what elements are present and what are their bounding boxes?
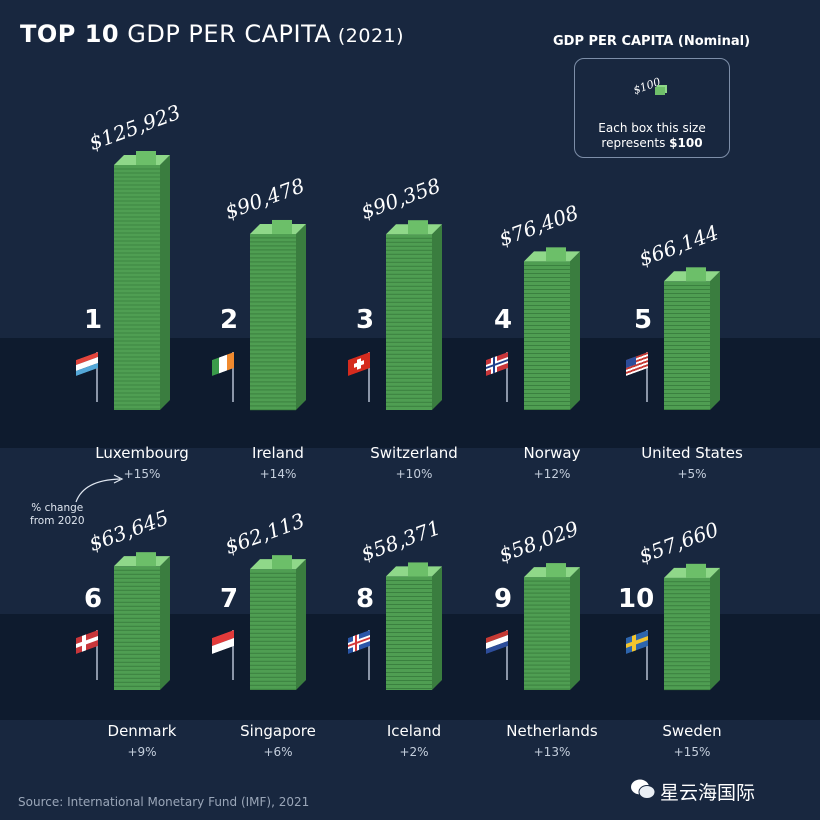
tower-step — [408, 220, 428, 235]
legend-heading: GDP PER CAPITA (Nominal) — [553, 34, 751, 49]
tower-step — [272, 219, 292, 234]
tower-step — [686, 563, 706, 578]
tower-6 — [114, 552, 170, 690]
flag-pole-5 — [646, 352, 648, 402]
rank-10: 10 — [618, 584, 655, 614]
flag-pole-7 — [232, 630, 234, 680]
tower-side-face — [160, 556, 170, 690]
country-name-10: Sweden — [662, 722, 722, 740]
title-bold: TOP 10 — [20, 20, 120, 48]
rank-3: 3 — [356, 305, 375, 335]
legend-line2-prefix: represents — [601, 136, 670, 150]
country-name-3: Switzerland — [370, 444, 458, 462]
country-name-4: Norway — [523, 444, 581, 462]
rank-9: 9 — [494, 584, 513, 614]
change-label-1: +15% — [123, 467, 161, 481]
chart-title: TOP 10 GDP PER CAPITA (2021) — [20, 20, 404, 48]
change-label-9: +13% — [533, 745, 571, 759]
tower-side-face — [570, 567, 580, 690]
tower-side-face — [710, 271, 720, 410]
rank-7: 7 — [220, 584, 239, 614]
tower-front-face — [524, 577, 570, 690]
tower-front-face — [114, 566, 160, 690]
legend-box — [574, 58, 730, 158]
flag-pole-3 — [368, 352, 370, 402]
flag-pole-8 — [368, 630, 370, 680]
rank-4: 4 — [494, 305, 513, 335]
rank-1: 1 — [84, 305, 103, 335]
change-label-3: +10% — [395, 467, 433, 481]
tower-8 — [386, 562, 442, 690]
tower-front-face — [386, 576, 432, 690]
tower-side-face — [432, 224, 442, 410]
legend-text: Each box this size represents $100 — [580, 121, 724, 151]
country-name-6: Denmark — [107, 722, 177, 740]
annotation-arrow-icon — [75, 474, 124, 503]
change-label-5: +5% — [677, 467, 707, 481]
flag-pole-1 — [96, 352, 98, 402]
country-name-5: United States — [641, 444, 743, 462]
country-name-7: Singapore — [240, 722, 316, 740]
tower-side-face — [296, 223, 306, 410]
title-main: GDP PER CAPITA — [119, 20, 332, 48]
tower-10 — [664, 563, 720, 691]
flag-pole-4 — [506, 352, 508, 402]
tower-step — [272, 555, 292, 570]
tower-7 — [250, 555, 306, 690]
country-name-1: Luxembourg — [95, 444, 189, 462]
country-name-8: Iceland — [386, 722, 442, 740]
legend-line1: Each box this size — [598, 121, 706, 135]
tower-4 — [524, 247, 580, 410]
change-annotation: % change from 2020 — [30, 502, 85, 528]
rank-8: 8 — [356, 584, 375, 614]
change-label-10: +15% — [673, 745, 711, 759]
watermark: 星云海国际 — [660, 782, 756, 804]
tower-step — [136, 552, 156, 567]
tower-step — [408, 562, 428, 577]
legend-line2-value: $100 — [669, 136, 703, 150]
tower-step — [546, 247, 566, 262]
tower-side-face — [160, 155, 170, 410]
source-note: Source: International Monetary Fund (IMF… — [18, 795, 310, 809]
change-label-4: +12% — [533, 467, 571, 481]
flag-pole-10 — [646, 630, 648, 680]
tower-2 — [250, 219, 306, 411]
tower-side-face — [432, 566, 442, 690]
tower-front-face — [524, 261, 570, 410]
tower-9 — [524, 563, 580, 690]
change-label-6: +9% — [127, 745, 157, 759]
title-year: (2021) — [331, 25, 405, 47]
change-label-7: +6% — [263, 745, 293, 759]
tower-front-face — [250, 569, 296, 690]
rank-6: 6 — [84, 584, 103, 614]
rank-2: 2 — [220, 305, 239, 335]
tower-side-face — [296, 559, 306, 690]
tower-side-face — [710, 567, 720, 690]
rank-5: 5 — [634, 305, 653, 335]
tower-1 — [114, 151, 170, 410]
legend-cube-icon — [655, 87, 665, 95]
tower-step — [546, 563, 566, 578]
tower-side-face — [570, 251, 580, 410]
annotation-line1: % change — [31, 502, 84, 514]
wechat-logo-icon — [631, 779, 656, 799]
flag-pole-2 — [232, 352, 234, 402]
tower-3 — [386, 220, 442, 410]
tower-step — [136, 151, 156, 165]
change-label-2: +14% — [259, 467, 297, 481]
tower-5 — [664, 267, 720, 410]
country-name-9: Netherlands — [506, 722, 598, 740]
annotation-line2: from 2020 — [30, 515, 85, 527]
tower-front-face — [664, 281, 710, 410]
flag-pole-9 — [506, 630, 508, 680]
country-name-2: Ireland — [252, 444, 304, 462]
change-label-8: +2% — [399, 745, 429, 759]
flag-pole-6 — [96, 630, 98, 680]
tower-step — [686, 267, 706, 282]
